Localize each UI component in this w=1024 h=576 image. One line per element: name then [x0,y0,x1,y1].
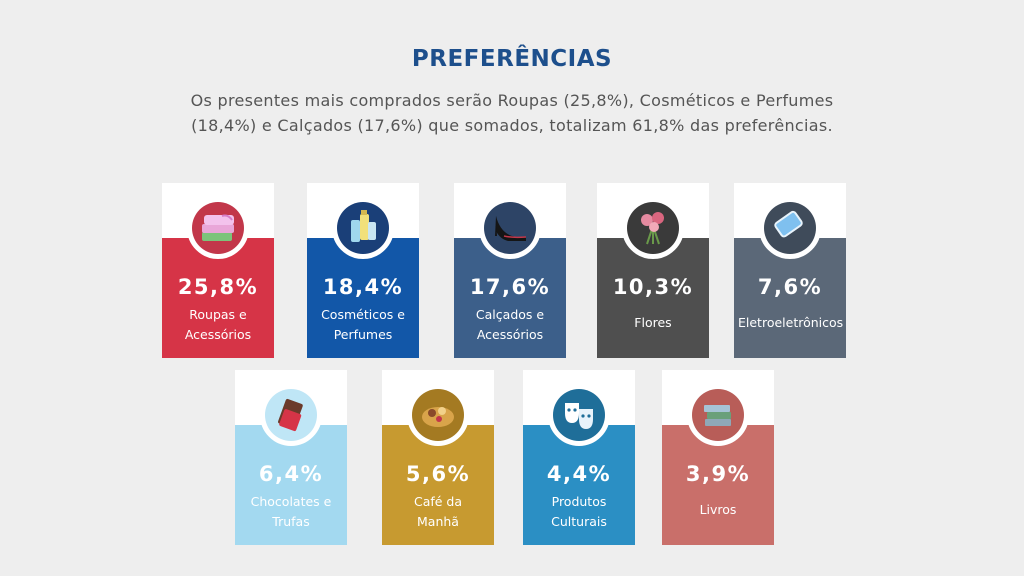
card-icon-circle [187,197,249,259]
card-icon-circle [407,384,469,446]
clothes-icon [192,202,244,254]
card-label-line-2: Manhã [417,514,459,529]
card-flores: 10,3% Flores [597,183,709,358]
card-icon-circle [479,197,541,259]
card-value: 25,8% [177,275,259,299]
books-icon [692,389,744,441]
card-chocolates: 6,4% Chocolates e Trufas [235,370,347,545]
card-value: 4,4% [546,462,612,486]
card-label-line-1: Livros [699,502,737,517]
card-label-line-1: Chocolates e [250,494,332,509]
page-title: PREFERÊNCIAS [411,46,613,72]
card-label: Chocolates e Trufas [239,492,343,532]
card-livros: 3,9% Livros [662,370,774,545]
theater-masks-icon [553,389,605,441]
chocolate-icon [265,389,317,441]
card-label-line-1: Eletroeletrônicos [738,315,844,330]
card-label-line-2: Perfumes [333,327,393,342]
card-icon-circle [687,384,749,446]
card-label: Eletroeletrônicos [738,313,844,333]
card-label-line-1: Roupas e [189,307,247,322]
card-value: 6,4% [258,462,324,486]
subtitle-line-1: Os presentes mais comprados serão Roupas… [190,91,834,110]
card-label: Calçados e Acessórios [458,305,562,345]
card-label-line-1: Calçados e [475,307,545,322]
card-roupas: 25,8% Roupas e Acessórios [162,183,274,358]
card-label: Café da Manhã [386,492,490,532]
breakfast-basket-icon [412,389,464,441]
card-calcados: 17,6% Calçados e Acessórios [454,183,566,358]
card-label-line-1: Flores [634,315,672,330]
card-label: Produtos Culturais [527,492,631,532]
smartphone-icon [764,202,816,254]
cosmetics-icon [337,202,389,254]
card-label: Cosméticos e Perfumes [311,305,415,345]
card-value: 17,6% [469,275,551,299]
card-value: 5,6% [405,462,471,486]
card-icon-circle [260,384,322,446]
page-subtitle: Os presentes mais comprados serão Roupas… [0,88,1024,138]
card-icon-circle [622,197,684,259]
card-cafe-da-manha: 5,6% Café da Manhã [382,370,494,545]
card-label-line-1: Cosméticos e [321,307,405,322]
card-icon-circle [759,197,821,259]
card-value: 3,9% [685,462,751,486]
card-label: Livros [666,500,770,520]
card-label-line-1: Café da [413,494,463,509]
card-label-line-1: Produtos [551,494,607,509]
card-value: 7,6% [757,275,823,299]
card-label-line-2: Culturais [551,514,607,529]
card-value: 10,3% [612,275,694,299]
card-label-line-2: Acessórios [476,327,544,342]
card-cosmeticos: 18,4% Cosméticos e Perfumes [307,183,419,358]
card-label-line-2: Trufas [272,514,310,529]
card-label-line-2: Acessórios [184,327,252,342]
card-eletroeletronicos: 7,6% Eletroeletrônicos [734,183,846,358]
flowers-icon [627,202,679,254]
card-icon-circle [548,384,610,446]
card-produtos-culturais: 4,4% Produtos Culturais [523,370,635,545]
high-heel-icon [484,202,536,254]
card-label: Flores [601,313,705,333]
subtitle-line-2: (18,4%) e Calçados (17,6%) que somados, … [191,116,833,135]
card-label: Roupas e Acessórios [166,305,270,345]
card-icon-circle [332,197,394,259]
card-value: 18,4% [322,275,404,299]
